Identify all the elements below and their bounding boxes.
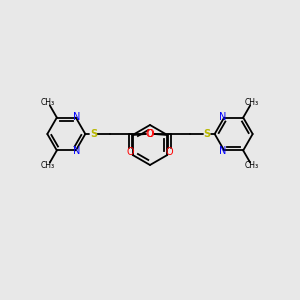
Text: N: N xyxy=(220,146,227,157)
Text: N: N xyxy=(220,112,227,122)
Text: CH₃: CH₃ xyxy=(245,161,259,170)
Text: O: O xyxy=(146,129,154,139)
Text: N: N xyxy=(73,112,80,122)
Text: S: S xyxy=(90,129,97,139)
Text: CH₃: CH₃ xyxy=(245,98,259,107)
Text: S: S xyxy=(203,129,210,139)
Text: O: O xyxy=(127,147,134,157)
Text: N: N xyxy=(73,146,80,157)
Text: CH₃: CH₃ xyxy=(41,161,55,170)
Text: CH₃: CH₃ xyxy=(41,98,55,107)
Text: O: O xyxy=(146,129,154,139)
Text: O: O xyxy=(166,147,173,157)
